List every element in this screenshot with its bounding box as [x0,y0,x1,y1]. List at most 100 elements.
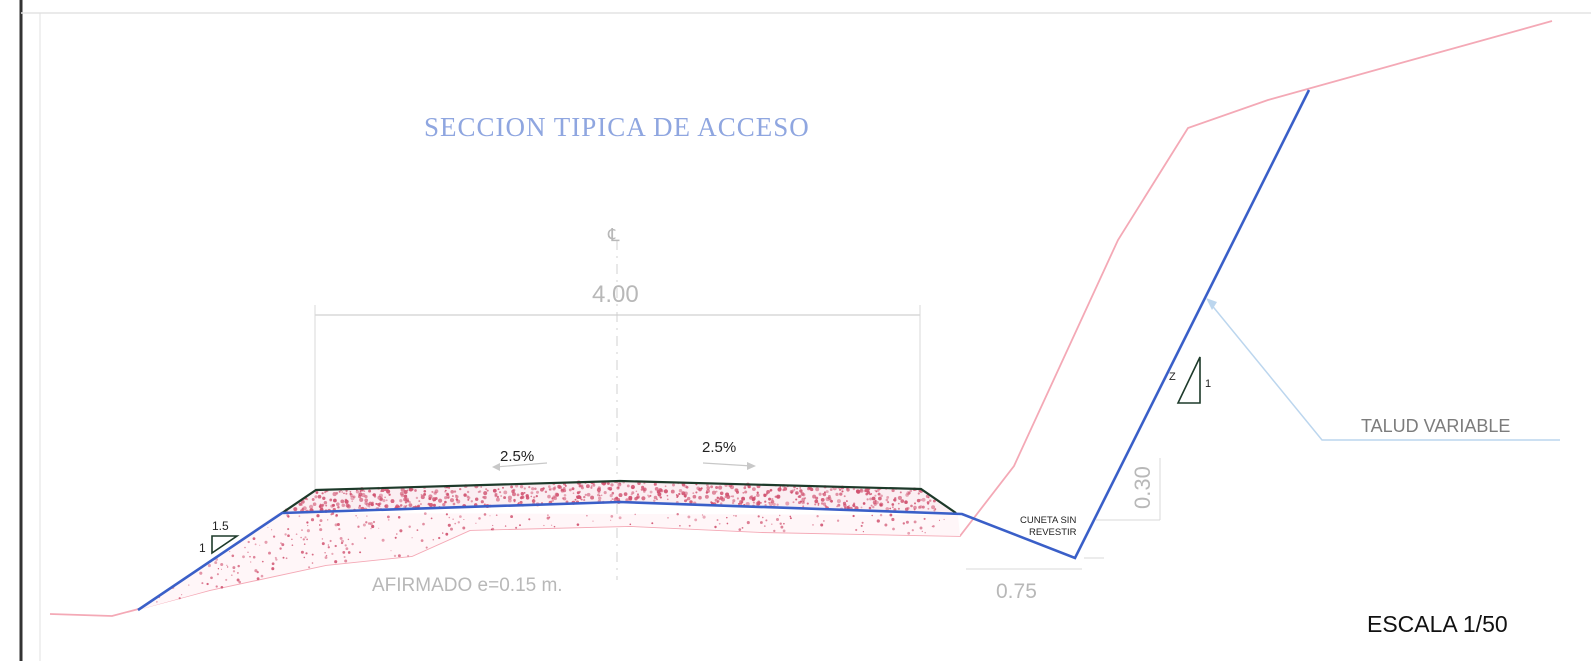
gravel-dot [375,502,378,505]
gravel-dot [771,497,774,501]
gravel-dot [744,490,748,494]
gravel-dot [306,538,308,541]
gravel-dot [862,502,866,505]
gravel-dot [874,494,877,497]
gravel-dot [735,515,737,517]
gravel-dot [847,506,850,509]
gravel-dot [718,485,723,490]
gravel-dot [801,497,806,502]
gravel-dot [927,507,930,510]
gravel-dot [274,556,277,559]
gravel-dot [746,521,750,525]
gravel-dot [387,519,390,521]
gravel-dot [887,501,890,504]
gravel-dot [904,500,908,504]
scale-label: ESCALA 1/50 [1367,611,1508,637]
gravel-dot [845,500,848,503]
gravel-dot [494,494,498,498]
gravel-dot [862,531,864,533]
gravel-dot [931,505,936,510]
gravel-dot [924,531,926,534]
gravel-dot [338,527,341,531]
gravel-dot [367,503,370,506]
gravel-dot [823,520,825,522]
gravel-dot [790,491,793,494]
gravel-dot [902,522,905,525]
gravel-dot [836,505,838,508]
gravel-dot [630,484,635,490]
gravel-dot [796,487,798,490]
gravel-dot [543,524,545,527]
gravel-dot [459,487,462,491]
gravel-dot [341,491,344,493]
gravel-dot [590,486,593,489]
gravel-dot [345,492,348,495]
gravel-dot [254,543,257,546]
gravel-dot [409,488,412,490]
gravel-dot [676,512,679,516]
gravel-dot [519,524,521,527]
gravel-dot [768,497,772,501]
gravel-dot [431,490,434,493]
gravel-dot [384,496,386,499]
gravel-dot [271,567,275,571]
gravel-dot [938,519,941,521]
gravel-dot [216,573,219,576]
gravel-dot [738,528,742,531]
gravel-dot [430,517,433,520]
gravel-dot [315,491,319,494]
gravel-dot [611,498,614,501]
gravel-dot [444,489,447,492]
gravel-dot [852,503,856,508]
gravel-dot [910,504,913,508]
gravel-dot [369,522,373,526]
gravel-dot [860,506,863,509]
gravel-dot [226,566,229,568]
gravel-dot [815,496,819,500]
gravel-dot [393,554,397,558]
gravel-dot [308,566,311,569]
gravel-dot [818,492,822,496]
gravel-dot [355,490,360,494]
gravel-dot [866,498,869,501]
gravel-dot [905,493,909,497]
gravel-dot [492,488,497,493]
gravel-dot [503,490,508,495]
gravel-dot [812,524,814,526]
gravel-dot [364,537,367,540]
gravel-dot [452,518,454,520]
gravel-dot [496,495,499,498]
gravel-dot [418,500,421,503]
gravel-dot [349,490,352,493]
gravel-dot [820,523,824,527]
gravel-dot [483,513,487,516]
gravel-dot [702,515,706,519]
gravel-dot [861,521,864,524]
ditch-width-label: 0.75 [996,580,1037,603]
gravel-dot [446,492,450,496]
gravel-dot [580,498,583,501]
gravel-dot [321,542,325,546]
gravel-dot [706,489,710,494]
gravel-dot [390,550,392,552]
gravel-dot [370,527,372,530]
gravel-dot [913,502,917,505]
gravel-dot [763,525,766,527]
gravel-dot [226,564,228,566]
gravel-dot [913,520,917,524]
road-surface [281,479,957,514]
gravel-dot [250,561,252,563]
ditch-label-line2: REVESTIR [1029,527,1077,538]
gravel-dot [520,492,524,496]
gravel-dot [806,502,809,505]
gravel-dot [932,525,935,528]
gravel-dot [287,534,290,538]
gravel-dot [378,527,380,529]
slope-left-label: 2.5% [500,448,534,465]
gravel-dot [359,497,364,502]
gravel-dot [281,543,285,547]
gravel-dot [327,519,329,521]
gravel-dot [225,578,228,581]
gravel-dot [897,495,902,500]
gravel-dot [921,505,925,509]
